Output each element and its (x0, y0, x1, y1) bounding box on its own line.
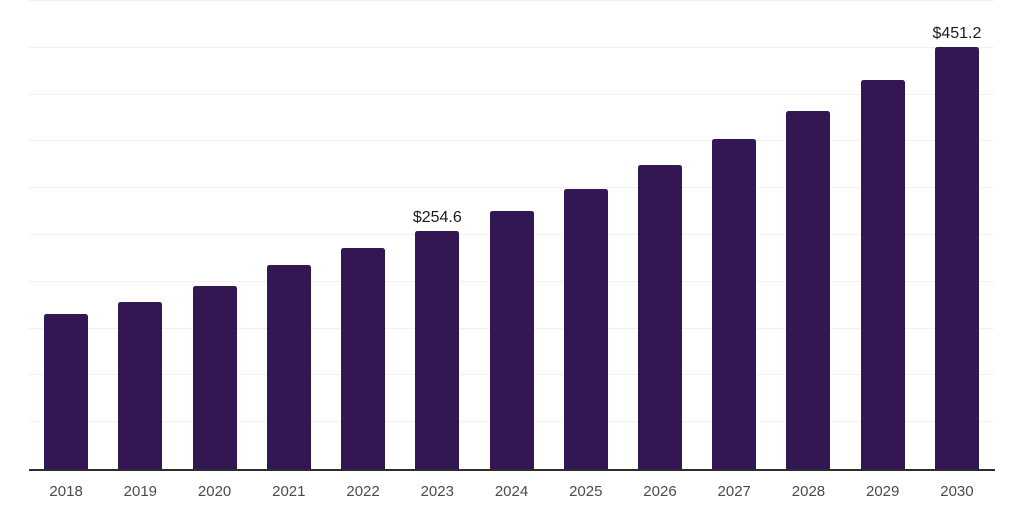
bar-2018[interactable] (44, 314, 89, 469)
gridline (29, 140, 994, 142)
bar-value-label-2030: $451.2 (932, 24, 982, 42)
x-tick-label-2028: 2028 (791, 483, 826, 500)
x-tick-label-2025: 2025 (569, 483, 603, 500)
bar-2020[interactable] (192, 286, 237, 469)
bar-slot-2028 (771, 1, 845, 469)
bar-slot-2022 (326, 1, 400, 469)
bar-2030[interactable] (934, 46, 979, 469)
gridline (29, 0, 994, 1)
bar-value-label-2023: $254.6 (412, 208, 462, 226)
bar-slot-2025 (549, 1, 623, 469)
bar-2026[interactable] (637, 164, 682, 469)
x-tick-label-2022: 2022 (346, 483, 380, 500)
x-tick-label-2024: 2024 (494, 483, 529, 500)
gridline (29, 46, 994, 48)
x-tick-label-2020: 2020 (197, 483, 232, 500)
bar-slot-2030: $451.2 (920, 1, 994, 469)
bar-slot-2023: $254.6 (400, 1, 474, 469)
bar-2024[interactable] (489, 211, 534, 469)
gridline (29, 93, 994, 95)
x-tick-label-2019: 2019 (123, 483, 158, 500)
x-tick-label-2030: 2030 (940, 483, 974, 500)
bar-slot-2024 (474, 1, 548, 469)
x-tick-label-2026: 2026 (643, 483, 677, 500)
bar-slot-2029 (846, 1, 920, 469)
bar-2029[interactable] (860, 80, 905, 469)
bar-2028[interactable] (786, 110, 831, 469)
bar-slot-2027 (697, 1, 771, 469)
bar-slot-2026 (623, 1, 697, 469)
x-tick-label-2023: 2023 (420, 483, 454, 500)
x-tick-label-2021: 2021 (272, 483, 306, 500)
bar-slot-2018 (29, 1, 103, 469)
x-tick-label-2029: 2029 (866, 483, 900, 500)
plot-area: $254.6 $451.2 (29, 0, 994, 469)
x-tick-label-2018: 2018 (49, 483, 83, 500)
bar-2019[interactable] (118, 301, 163, 469)
bar-2021[interactable] (266, 264, 311, 469)
bar-2022[interactable] (341, 248, 386, 469)
bar-slot-2021 (252, 1, 326, 469)
bar-2027[interactable] (712, 139, 757, 469)
bar-slot-2019 (103, 1, 177, 469)
x-axis-labels: 2018 2019 2020 2021 2022 2023 2024 2025 2026 2027… (29, 483, 994, 500)
bar-2023[interactable] (415, 230, 460, 469)
x-tick-label-2027: 2027 (717, 483, 751, 500)
bar-2025[interactable] (563, 189, 608, 469)
x-axis-line (29, 469, 995, 471)
bars-row: $254.6 $451.2 (29, 1, 994, 469)
bar-slot-2020 (177, 1, 251, 469)
gridline (29, 187, 994, 189)
